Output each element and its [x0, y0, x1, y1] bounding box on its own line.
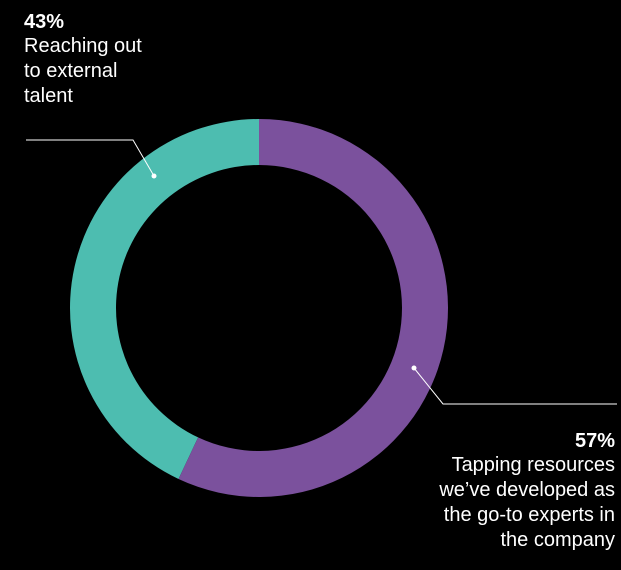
- slice-description-external-talent: Reaching out to external talent: [24, 35, 142, 107]
- slice-percent-external-talent: 43%: [24, 11, 65, 33]
- donut-slice-internal-experts: [178, 119, 449, 497]
- slice-percent-internal-experts: 57%: [574, 430, 615, 452]
- slice-label-external-talent: 43% Reaching out to external talent: [24, 10, 142, 109]
- leader-line-internal-experts: [413, 367, 617, 405]
- leader-dot-internal-experts: [411, 365, 417, 371]
- leader-dot-external-talent: [151, 173, 157, 179]
- leader-line-external-talent: [26, 139, 155, 177]
- slice-label-internal-experts: 57% Tapping resources we’ve developed as…: [439, 429, 615, 553]
- slice-description-internal-experts: Tapping resources we’ve developed as the…: [439, 454, 615, 551]
- donut-slice-external-talent: [70, 119, 260, 480]
